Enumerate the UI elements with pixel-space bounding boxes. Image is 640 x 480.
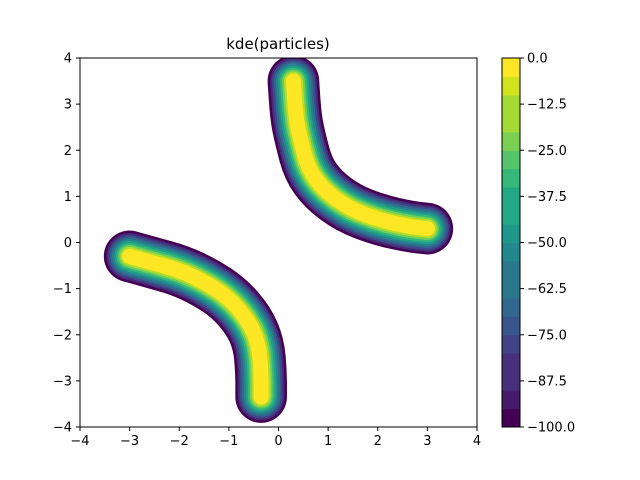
x-tick-label: −3	[120, 434, 139, 449]
colorbar-tick-label: −50.0	[527, 236, 567, 251]
colorbar-axis: 0.0 −12.5 −25.0 −37.5 −50.0 −62.5 −75.0 −87.5 −1…	[520, 52, 575, 436]
arm-1-band-9	[122, 248, 269, 405]
y-tick-label: −4	[53, 421, 72, 436]
x-tick-label: −4	[70, 434, 89, 449]
x-tick-label: 2	[374, 434, 382, 449]
colorbar-band	[502, 168, 520, 188]
x-tick-label: 0	[274, 434, 282, 449]
x-tick-label: −1	[219, 434, 238, 449]
y-tick-label: 3	[64, 98, 72, 113]
y-tick-label: 0	[64, 236, 72, 251]
colorbar-band	[502, 353, 520, 373]
y-tick-label: 4	[64, 52, 72, 67]
colorbar-band	[502, 260, 520, 280]
colorbar-band	[502, 390, 520, 410]
colorbar-band	[502, 150, 520, 170]
y-tick-label: −1	[53, 282, 72, 297]
colorbar-band	[502, 371, 520, 391]
colorbar-band	[502, 58, 520, 77]
colorbar-tick-label: 0.0	[527, 52, 548, 67]
colorbar-tick-label: −75.0	[527, 328, 567, 343]
colorbar-band	[502, 279, 520, 299]
colorbar-bands	[501, 57, 521, 428]
colorbar-band	[502, 316, 520, 336]
x-tick-label: 1	[324, 434, 332, 449]
x-axis: −4 −3 −2 −1 0 1 2 3 4	[70, 427, 481, 449]
colorbar-band	[502, 242, 520, 262]
colorbar-band	[502, 113, 520, 133]
colorbar-band	[502, 187, 520, 207]
x-tick-label: 4	[473, 434, 481, 449]
colorbar-band	[502, 224, 520, 243]
colorbar-tick-label: −62.5	[527, 282, 567, 297]
contour-layer	[103, 58, 454, 423]
colorbar-band	[502, 76, 520, 96]
colorbar-band	[502, 408, 520, 428]
y-axis: −4 −3 −2 −1 0 1 2 3 4	[53, 52, 80, 436]
y-tick-label: −2	[53, 328, 72, 343]
colorbar-tick-label: −25.0	[527, 144, 567, 159]
colorbar-band	[502, 334, 520, 354]
colorbar-tick-label: −12.5	[527, 98, 567, 113]
colorbar-tick-label: −87.5	[527, 374, 567, 389]
colorbar-band	[502, 205, 520, 225]
colorbar-tick-label: −100.0	[527, 421, 575, 436]
colorbar-tick-label: −37.5	[527, 190, 567, 205]
colorbar-band	[502, 94, 520, 114]
y-tick-label: −3	[53, 374, 72, 389]
y-tick-label: 1	[64, 190, 72, 205]
y-tick-label: 2	[64, 144, 72, 159]
x-tick-label: −2	[170, 434, 189, 449]
chart-title: kde(particles)	[226, 35, 330, 53]
colorbar-band	[502, 297, 520, 317]
colorbar-band	[502, 131, 520, 151]
x-tick-label: 3	[423, 434, 431, 449]
arm-0-band-9	[285, 73, 435, 237]
